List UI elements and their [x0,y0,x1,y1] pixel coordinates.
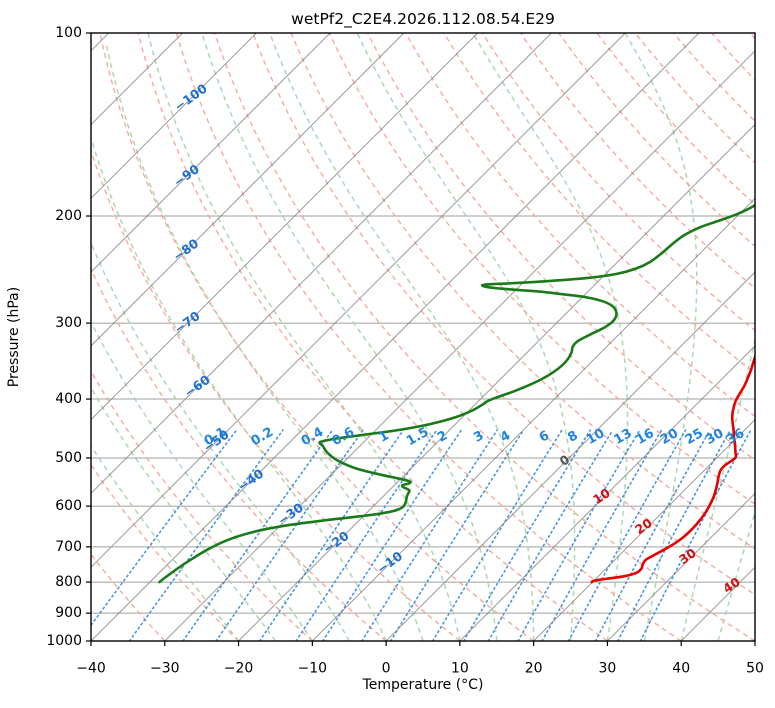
x-tick-label: 20 [525,661,543,677]
x-tick-label: −10 [298,661,328,677]
y-tick-label: 400 [55,391,82,407]
moist-adiabat-line [105,45,424,641]
mixing-ratio-line [594,429,711,641]
mixing-ratio-line [182,429,334,641]
isotherm-line [91,33,331,273]
mixing-ratio-line [258,429,405,641]
isotherm-line [91,33,700,641]
mixing-ratio-line [639,429,752,641]
dry-adiabat-line [137,33,608,641]
mixing-ratio-line [617,429,732,641]
mixing-ratio-line [462,429,591,641]
x-axis-label: Temperature (°C) [362,677,484,693]
dry-adiabat-line [91,553,166,641]
dry-adiabat-line [405,33,755,418]
isotherm-line [91,33,257,200]
isotherm-line [91,33,626,568]
x-tick-label: −40 [76,661,106,677]
page-title: wetPf2_C2E4.2026.112.08.54.E29 [291,10,555,29]
isotherm-line [459,345,755,641]
dry-adiabat-line [366,33,755,461]
dewpoint-profile-line [158,203,755,584]
x-tick-label: 40 [672,661,690,677]
mixing-ratio-line [389,429,525,641]
temperature-profile-line [590,353,755,584]
y-tick-label: 200 [55,208,82,224]
y-tick-label: 500 [55,450,82,466]
y-axis-label: Pressure (hPa) [6,287,22,387]
mixing-ratio-line [431,429,563,641]
isotherm-line [91,33,479,421]
grid-lines [91,33,755,641]
x-tick-label: −30 [150,661,180,677]
mixing-ratio-line [91,429,238,627]
y-tick-label: 300 [55,315,82,331]
isotherm-line [311,197,755,641]
mixing-ratio-line [215,429,364,641]
dry-adiabat-line [91,148,461,641]
y-tick-label: 600 [55,498,82,514]
x-tick-label: 10 [451,661,469,677]
plot-frame [90,32,756,642]
y-tick-label: 800 [55,574,82,590]
mixing-ratio-line [541,429,663,641]
isotherm-line [91,33,405,347]
moist-adiabat-line [91,240,350,641]
dry-adiabat-line [443,33,755,375]
x-tick-label: −20 [224,661,254,677]
dry-adiabat-line [91,267,387,641]
mixing-ratio-line [322,429,463,641]
mixing-ratio-line [487,429,614,641]
moist-adiabat-line [201,33,498,641]
moist-adiabat-line [680,336,755,641]
x-tick-label: 50 [746,661,764,677]
isotherm-line [607,492,755,641]
dry-adiabat-line [175,33,682,641]
isotherm-line [385,271,755,641]
isotherm-line [91,33,552,495]
plot-area: −100−90−80−70−60−50−40−30−20−100.1 0.2 0.4… [46,25,764,677]
x-tick-label: 30 [599,661,617,677]
isotherm-line [164,50,755,641]
x-tick-label: 0 [382,661,391,677]
mixing-ratio-line [517,429,641,641]
y-tick-label: 900 [55,605,82,621]
y-tick-label: 700 [55,539,82,555]
moist-adiabat-line [472,33,629,641]
y-tick-label: 1000 [46,633,82,649]
isotherm-line [533,418,755,641]
moist-adiabat-line [91,320,313,641]
mixing-ratio-line [567,429,687,641]
moist-adiabat-line [147,33,461,641]
mixing-ratio-line [361,429,498,641]
dry-adiabat-line [91,463,240,641]
moist-adiabat-line [91,135,387,641]
mixing-ratio-line [128,429,284,641]
y-tick-label: 100 [55,25,82,41]
isotherm-line [238,123,755,641]
